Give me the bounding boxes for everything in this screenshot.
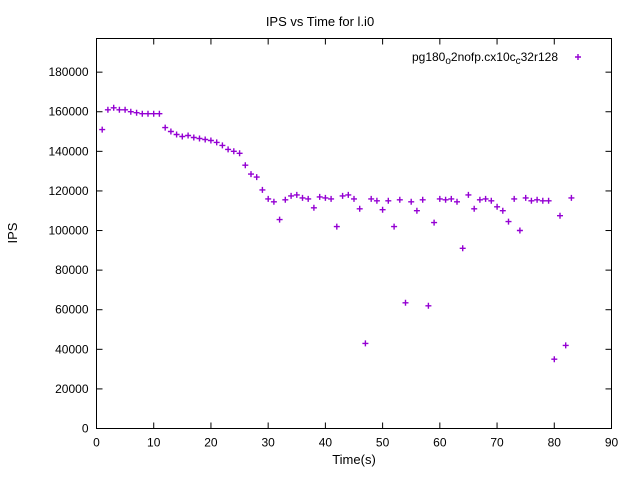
y-tick-label: 80000 (55, 263, 89, 277)
axis-ticks: 0 10 20 30 40 50 60 70 80 90 0 20000 40000 60000 80000… (48, 38, 619, 450)
data-points (99, 104, 575, 363)
x-tick-label: 60 (433, 436, 447, 450)
x-tick-label: 10 (147, 436, 161, 450)
x-tick-label: 0 (93, 436, 100, 450)
legend-label: pg180o2nofp.cx10cc32r128 (412, 50, 558, 67)
chart-title: IPS vs Time for l.i0 (266, 14, 374, 29)
x-tick-label: 80 (548, 436, 562, 450)
legend-sample-marker-icon (575, 54, 581, 60)
x-tick-label: 50 (376, 436, 390, 450)
y-tick-label: 120000 (48, 184, 88, 198)
y-tick-label: 0 (82, 422, 89, 436)
y-tick-label: 20000 (55, 382, 89, 396)
y-tick-label: 180000 (48, 65, 88, 79)
y-axis-label: IPS (5, 222, 20, 243)
y-tick-label: 40000 (55, 342, 89, 356)
legend: pg180o2nofp.cx10cc32r128 (412, 50, 581, 67)
y-tick-label: 60000 (55, 303, 89, 317)
x-tick-label: 30 (261, 436, 275, 450)
x-axis-label: Time(s) (332, 452, 376, 467)
plot-border (96, 38, 612, 429)
x-tick-label: 70 (490, 436, 504, 450)
y-tick-label: 160000 (48, 105, 88, 119)
x-tick-label: 40 (319, 436, 333, 450)
y-tick-label: 100000 (48, 224, 88, 238)
x-tick-label: 90 (605, 436, 619, 450)
data-points-path (99, 104, 575, 363)
y-tick-label: 140000 (48, 144, 88, 158)
x-tick-label: 20 (204, 436, 218, 450)
